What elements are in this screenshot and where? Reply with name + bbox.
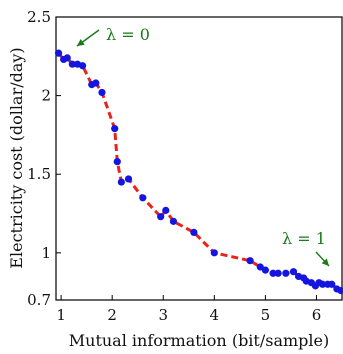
data-point xyxy=(111,125,119,133)
annotation-arrow-lambda-1 xyxy=(315,251,330,267)
x-axis: 1 2 3 4 5 6 xyxy=(56,295,321,324)
annotation-arrow-lambda-0 xyxy=(76,29,100,47)
data-point xyxy=(124,175,133,183)
data-point xyxy=(337,286,343,295)
series-line xyxy=(57,52,342,292)
y-axis: 0.7 1 1.5 2 2.5 xyxy=(27,8,61,309)
data-point xyxy=(169,217,178,225)
x-tick-label: 2 xyxy=(107,306,117,324)
annotation-lambda-0: λ = 0 xyxy=(106,25,150,44)
x-axis-label: Mutual information (bit/sample) xyxy=(69,331,329,350)
y-tick-label: 1 xyxy=(41,244,51,262)
y-tick-label: 1.5 xyxy=(27,165,51,183)
data-point xyxy=(63,54,71,62)
data-point xyxy=(78,62,87,70)
data-point xyxy=(282,269,290,277)
data-point xyxy=(92,79,100,87)
data-point xyxy=(113,158,121,166)
x-tick-label: 1 xyxy=(56,306,66,324)
data-point xyxy=(318,280,327,288)
annotations: λ = 0 λ = 1 xyxy=(76,25,330,267)
plot-frame xyxy=(55,16,343,301)
x-tick-label: 4 xyxy=(210,306,220,324)
data-point xyxy=(190,228,198,236)
data-point xyxy=(261,266,269,274)
y-axis-label: Electricity cost (dollar/day) xyxy=(7,47,26,268)
y-tick-label: 2 xyxy=(41,87,51,105)
data-point xyxy=(274,269,282,277)
y-tick-label: 2.5 xyxy=(27,8,51,26)
data-point xyxy=(162,206,170,214)
data-points xyxy=(54,49,343,295)
data-point xyxy=(139,194,147,202)
data-point xyxy=(289,268,298,276)
x-tick-label: 5 xyxy=(261,306,271,324)
data-point xyxy=(210,249,218,257)
x-tick-label: 6 xyxy=(312,306,322,324)
data-point xyxy=(98,88,106,97)
x-tick-label: 3 xyxy=(158,306,168,324)
data-point xyxy=(157,213,165,221)
y-tick-label: 0.7 xyxy=(27,291,51,309)
data-point xyxy=(269,269,277,277)
data-point xyxy=(54,49,63,57)
data-point xyxy=(246,257,254,265)
data-point xyxy=(117,178,125,186)
data-point xyxy=(68,60,76,68)
data-point xyxy=(328,280,336,288)
annotation-lambda-1: λ = 1 xyxy=(282,229,326,248)
